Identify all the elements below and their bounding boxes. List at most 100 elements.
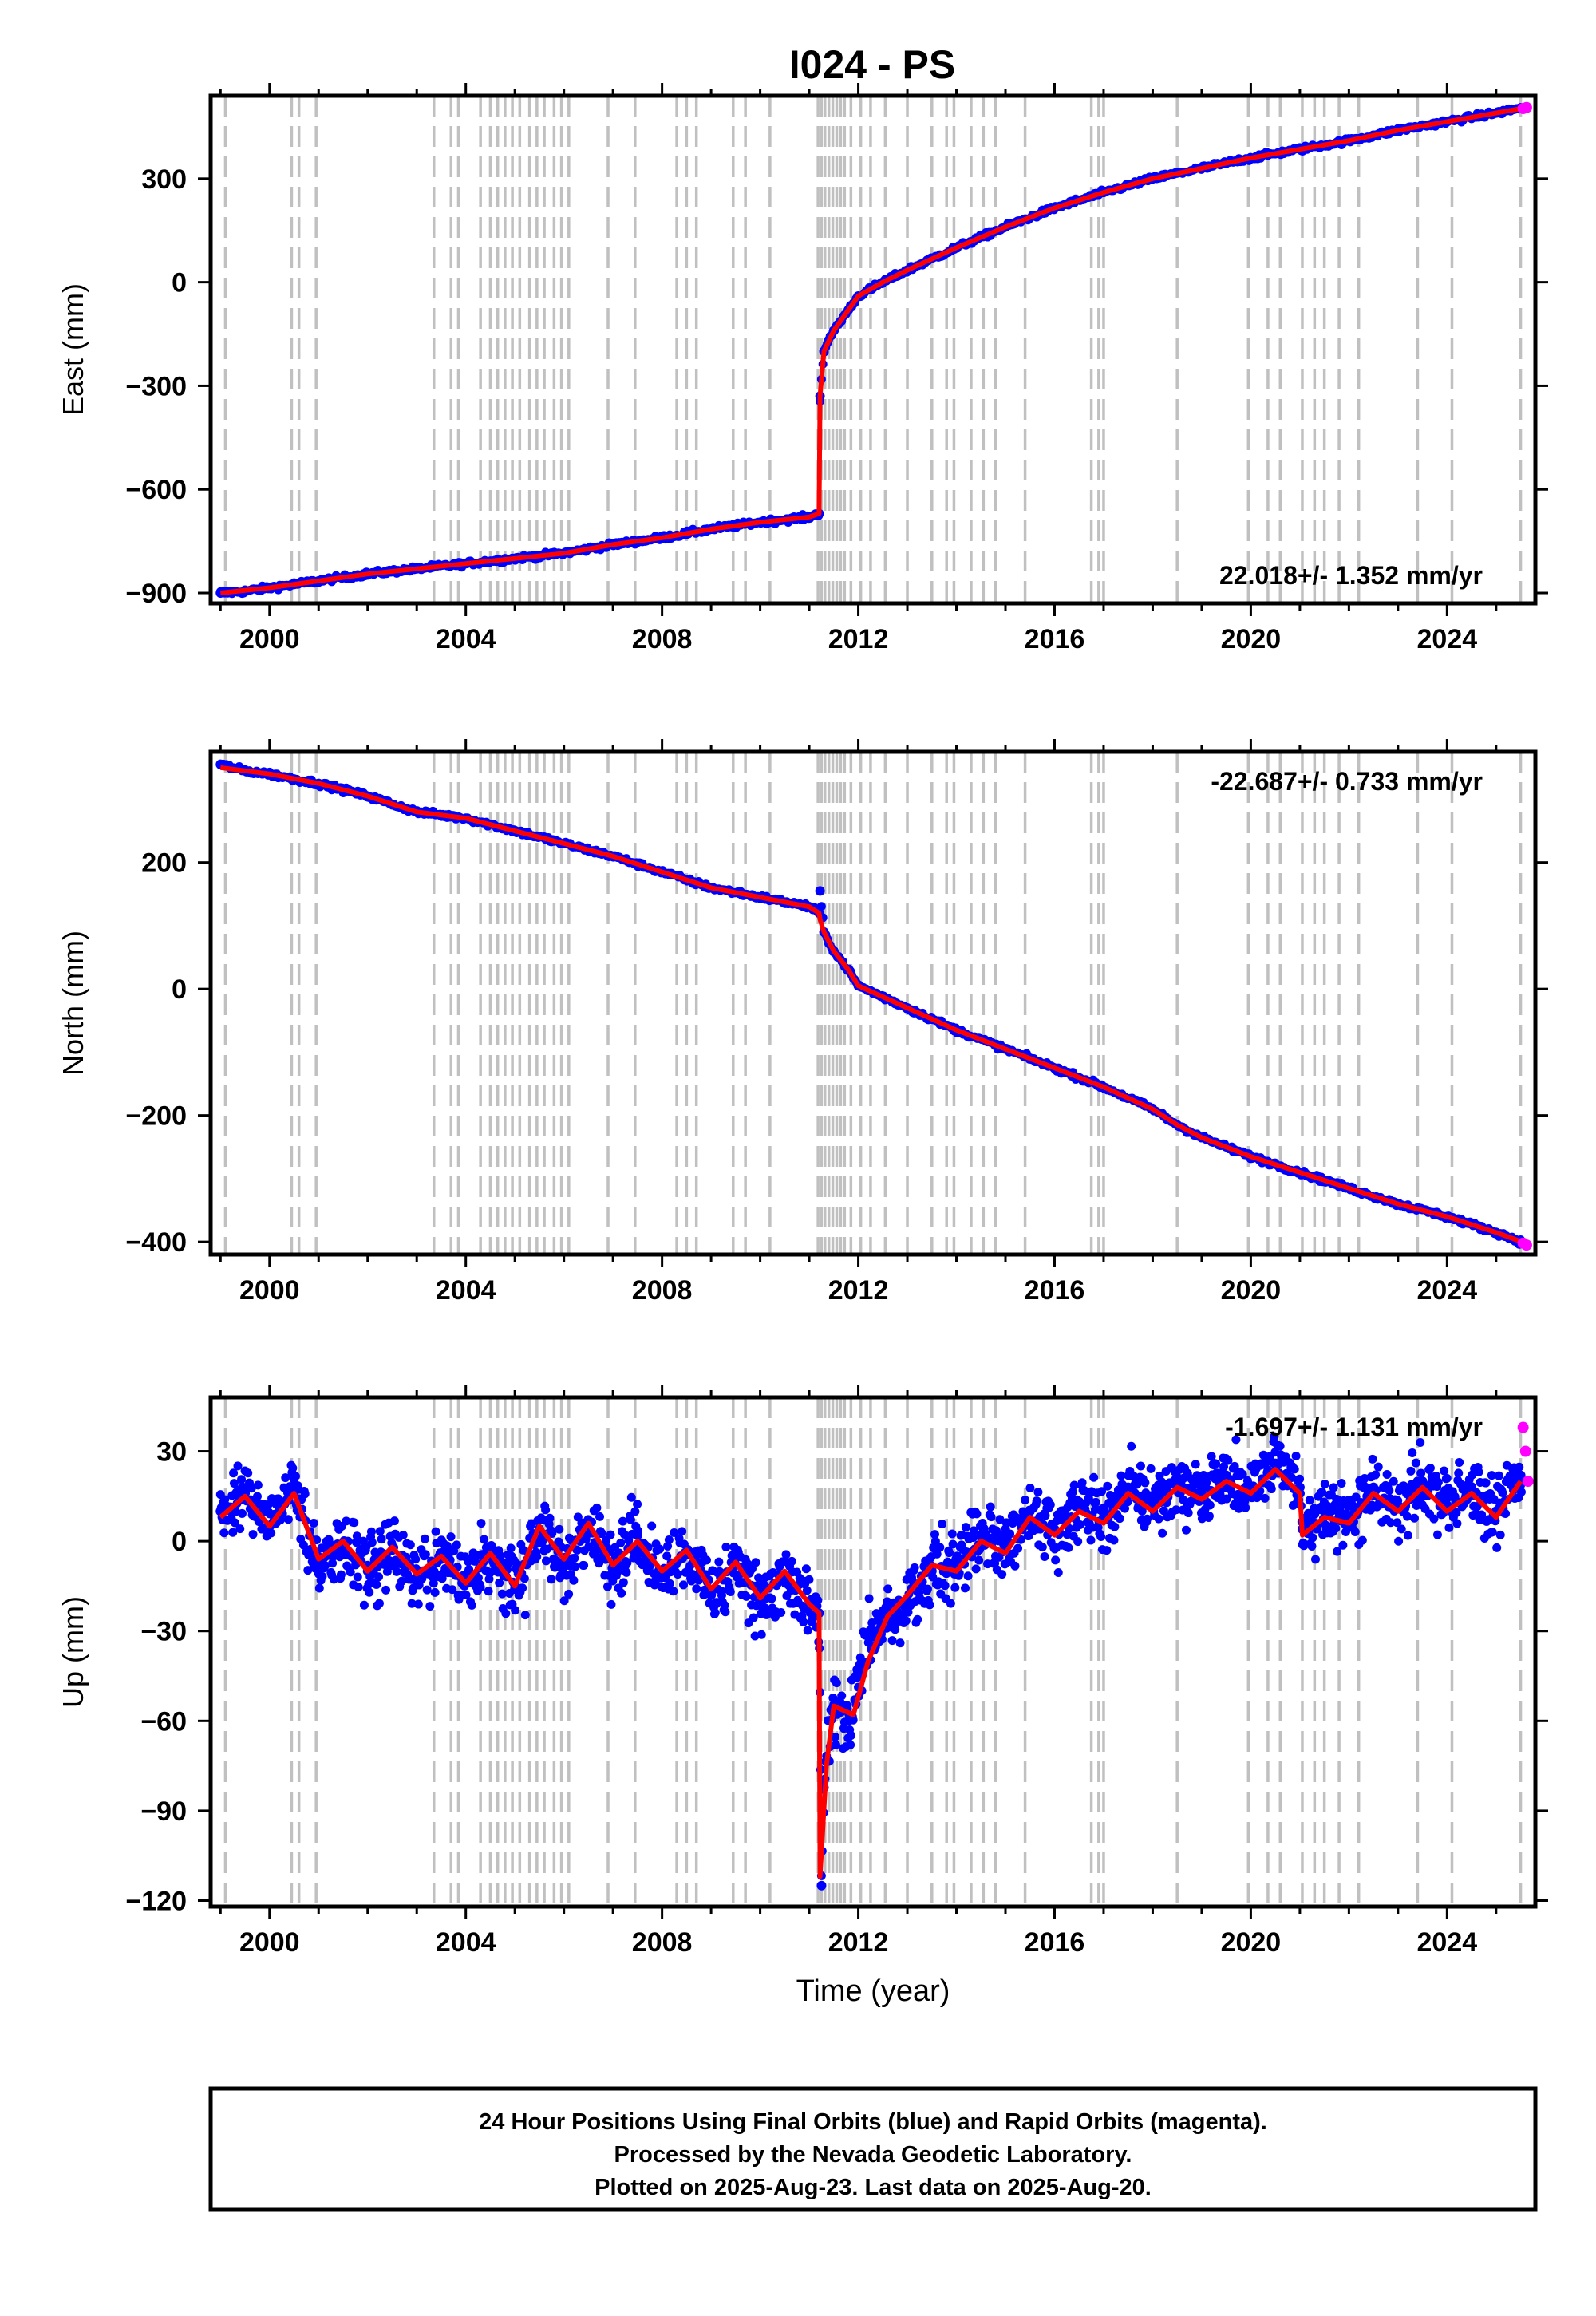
up-final-point: [504, 1559, 513, 1568]
up-final-point: [1231, 1499, 1240, 1508]
up-final-point: [1238, 1469, 1247, 1479]
up-final-point: [1317, 1488, 1327, 1497]
up-final-point: [559, 1596, 569, 1606]
up-final-point: [837, 1691, 847, 1701]
up-final-point: [1443, 1493, 1452, 1503]
up-final-point: [314, 1583, 324, 1593]
up-final-point: [1487, 1471, 1496, 1480]
up-final-point: [1494, 1471, 1503, 1480]
up-final-point: [1452, 1508, 1461, 1517]
footer-frame: [208, 2086, 1538, 2212]
up-final-point: [863, 1638, 873, 1647]
up-final-point: [1408, 1448, 1417, 1458]
up-final-point: [361, 1546, 370, 1555]
north-ytick-label: 200: [141, 848, 187, 879]
up-final-point: [1455, 1458, 1464, 1468]
up-final-point: [1425, 1463, 1435, 1472]
north-ylabel: North (mm): [57, 931, 89, 1076]
up-final-point: [237, 1475, 247, 1484]
east-panel: −900 −600 −300 0 300 2000 2004 2008 2012 2016 2020…: [57, 83, 1548, 654]
east-ytick-label: −600: [125, 475, 187, 505]
up-final-point: [947, 1529, 957, 1539]
up-final-point: [1411, 1458, 1420, 1468]
up-final-point: [1290, 1464, 1299, 1474]
up-final-point: [895, 1638, 905, 1648]
up-final-point: [389, 1516, 399, 1526]
up-plot-area: [215, 1397, 1534, 1907]
up-final-point: [431, 1527, 440, 1536]
up-final-point: [971, 1564, 981, 1574]
up-final-point: [803, 1626, 812, 1635]
up-final-point: [1069, 1480, 1079, 1490]
up-final-point: [497, 1589, 507, 1599]
up-final-point: [616, 1538, 626, 1547]
up-final-point: [1073, 1537, 1083, 1547]
up-final-point: [564, 1589, 574, 1599]
up-ylabel: Up (mm): [57, 1596, 89, 1708]
up-final-point: [751, 1558, 760, 1567]
up-rapid-points: [1517, 1421, 1534, 1488]
up-final-point: [745, 1567, 755, 1576]
east-ytick-label: 300: [141, 164, 187, 195]
up-final-point: [1480, 1478, 1490, 1488]
up-final-point: [968, 1533, 978, 1543]
up-final-point: [915, 1588, 924, 1598]
up-final-point: [392, 1567, 401, 1576]
up-final-point: [430, 1587, 440, 1597]
up-final-point: [1333, 1547, 1342, 1556]
up-final-point: [842, 1701, 851, 1710]
footer-line-2: Processed by the Nevada Geodetic Laborat…: [614, 2142, 1132, 2168]
up-final-point: [662, 1551, 672, 1561]
up-final-point: [1163, 1512, 1172, 1522]
up-final-point: [345, 1565, 354, 1575]
up-xtick-label: 2012: [828, 1927, 889, 1958]
up-final-point: [573, 1512, 583, 1522]
up-final-point: [407, 1599, 417, 1608]
up-final-point: [721, 1543, 731, 1552]
up-final-point: [1382, 1469, 1392, 1479]
up-final-point: [1389, 1476, 1398, 1486]
up-final-point: [986, 1502, 995, 1512]
up-final-point: [1441, 1474, 1451, 1484]
north-final-point: [815, 886, 825, 896]
up-final-point: [816, 1880, 827, 1891]
up-final-point: [1067, 1494, 1077, 1504]
up-final-point: [626, 1512, 635, 1521]
up-final-point: [864, 1594, 874, 1603]
up-final-point: [1083, 1525, 1092, 1535]
up-final-point: [1320, 1479, 1329, 1488]
up-final-point: [920, 1599, 930, 1608]
up-final-point: [1057, 1540, 1067, 1550]
up-final-point: [653, 1544, 662, 1554]
up-final-point: [303, 1566, 313, 1575]
up-final-point: [692, 1584, 701, 1594]
up-final-point: [757, 1630, 766, 1639]
up-frame: [208, 1395, 1538, 1909]
up-final-point: [706, 1590, 717, 1600]
up-final-point: [374, 1572, 384, 1582]
up-final-point: [1181, 1525, 1191, 1535]
up-final-point: [976, 1530, 986, 1540]
up-final-point: [336, 1570, 346, 1579]
up-final-point: [1025, 1506, 1035, 1516]
up-final-point: [885, 1599, 895, 1609]
up-final-point: [781, 1550, 791, 1559]
up-final-point: [1332, 1494, 1341, 1504]
up-final-point: [946, 1599, 955, 1608]
up-rapid-point: [1519, 1445, 1531, 1457]
up-final-point: [542, 1556, 551, 1566]
up-final-point: [1338, 1540, 1348, 1550]
up-final-point: [986, 1512, 996, 1522]
up-final-point: [437, 1574, 447, 1583]
up-final-point: [1221, 1470, 1231, 1480]
up-final-point: [930, 1530, 939, 1539]
up-final-point: [1183, 1468, 1192, 1478]
up-final-point: [741, 1555, 750, 1564]
up-final-point: [1495, 1530, 1505, 1539]
up-final-point: [1492, 1543, 1502, 1552]
up-final-point: [1060, 1511, 1069, 1520]
up-final-point: [228, 1528, 238, 1537]
up-final-point: [1325, 1490, 1334, 1500]
up-final-point: [1454, 1468, 1464, 1478]
up-final-point: [1204, 1512, 1214, 1521]
